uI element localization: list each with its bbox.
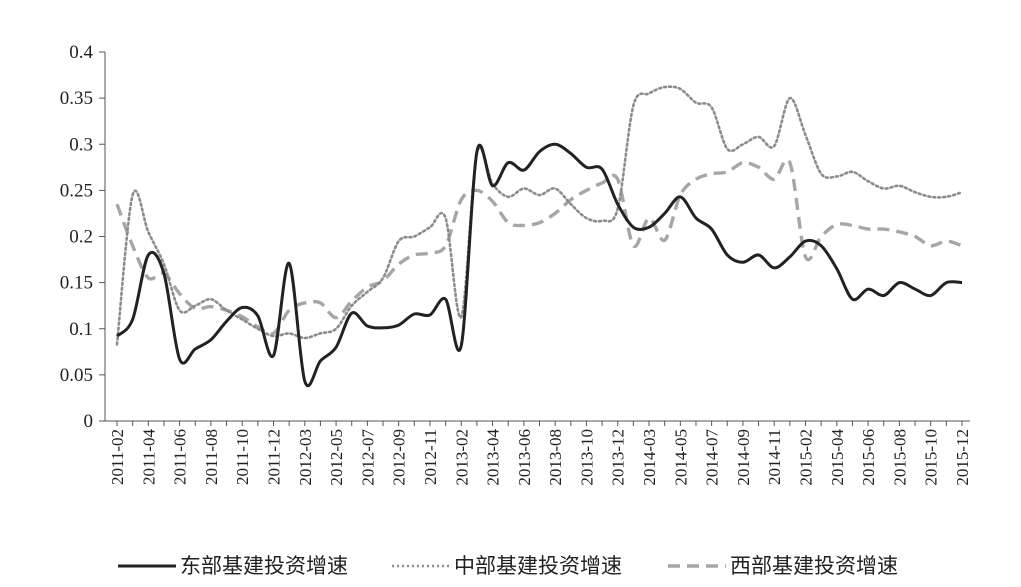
x-tick-label: 2013-08 (546, 429, 565, 486)
x-tick-label: 2015-06 (859, 429, 878, 486)
x-tick-label: 2015-10 (922, 429, 941, 486)
x-tick-label: 2013-06 (515, 429, 534, 486)
legend-label-3: 西部基建投资增速 (730, 554, 898, 578)
series-line-1 (115, 142, 963, 388)
x-tick-label: 2013-04 (484, 429, 503, 486)
x-tick-label: 2012-07 (358, 429, 377, 486)
y-tick-label: 0.35 (60, 88, 93, 109)
x-tick-label: 2012-11 (421, 429, 440, 485)
series-line-3 (115, 158, 963, 336)
x-tick-label: 2013-02 (452, 429, 471, 486)
x-tick-label: 2013-10 (577, 429, 596, 486)
y-tick-label: 0.2 (69, 227, 93, 248)
x-tick-label: 2012-03 (296, 429, 315, 486)
axes (104, 52, 970, 422)
x-tick-label: 2011-04 (139, 429, 158, 486)
legend-label-1: 东部基建投资增速 (180, 554, 348, 578)
y-axis-ticks: 0 0.05 0.1 0.15 0.2 0.25 0.3 0.35 0.4 (60, 42, 105, 432)
y-tick-label: 0.05 (60, 365, 93, 386)
legend-label-2: 中部基建投资增速 (454, 554, 622, 578)
x-tick-label: 2014-09 (734, 429, 753, 486)
series-line-2 (115, 85, 964, 346)
x-tick-label: 2015-02 (797, 429, 816, 486)
x-tick-label: 2015-08 (890, 429, 909, 486)
x-tick-label: 2011-08 (202, 429, 221, 485)
x-tick-label: 2014-07 (703, 429, 722, 486)
y-tick-label: 0 (84, 411, 94, 432)
y-tick-label: 0.3 (69, 134, 93, 155)
x-tick-label: 2013-12 (609, 429, 628, 486)
x-tick-label: 2011-12 (264, 429, 283, 485)
y-tick-label: 0.1 (69, 319, 93, 340)
legend: 东部基建投资增速 中部基建投资增速 西部基建投资增速 (118, 554, 898, 578)
y-tick-label: 0.4 (69, 42, 93, 63)
x-tick-label: 2014-05 (671, 429, 690, 486)
x-tick-label: 2014-11 (765, 429, 784, 485)
x-tick-label: 2011-10 (233, 429, 252, 485)
x-tick-label: 2012-09 (390, 429, 409, 486)
x-axis-ticks: 2011-02 2011-04 2011-06 2011-08 2011-10 2011-… (108, 421, 972, 486)
x-tick-label: 2011-06 (171, 429, 190, 485)
x-tick-label: 2012-05 (327, 429, 346, 486)
y-tick-label: 0.25 (60, 180, 93, 201)
series-lines (115, 85, 964, 388)
y-tick-label: 0.15 (60, 273, 93, 294)
x-tick-label: 2015-12 (953, 429, 972, 486)
x-tick-label: 2011-02 (108, 429, 127, 485)
x-tick-label: 2015-04 (828, 429, 847, 486)
x-tick-label: 2014-03 (640, 429, 659, 486)
